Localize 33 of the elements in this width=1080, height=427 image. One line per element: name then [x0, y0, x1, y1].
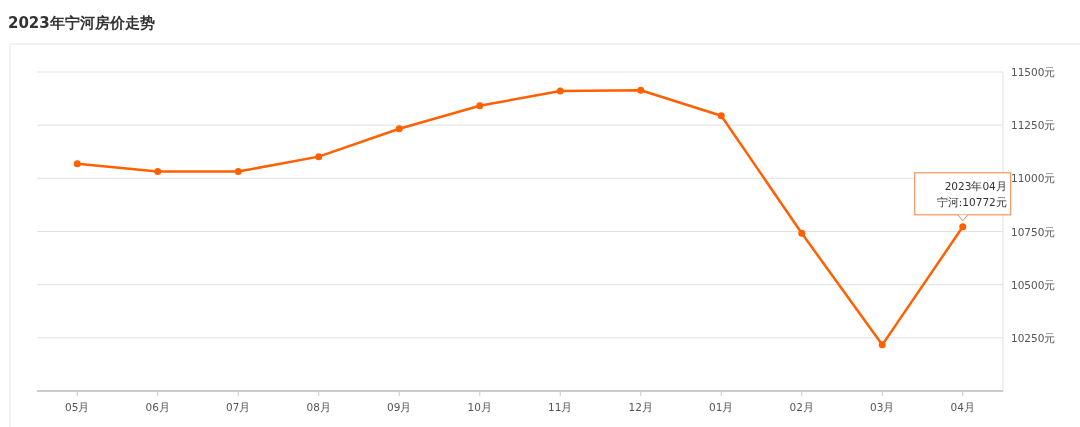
annotation: 宁河:10772元: [936, 195, 1007, 208]
chart-title: 2023年宁河房价走势: [8, 14, 155, 32]
x-tick-label: 06月: [145, 401, 170, 413]
y-tick-label: 10250元: [1011, 331, 1056, 344]
point: [395, 125, 403, 133]
point: [717, 112, 725, 120]
x-tick-label: 10月: [467, 401, 492, 413]
point: [234, 168, 242, 176]
y-tick-label: 10750元: [1011, 225, 1056, 238]
point: [315, 153, 323, 161]
point: [959, 223, 967, 231]
point: [637, 86, 645, 94]
x-tick-label: 04月: [950, 401, 975, 413]
x-tick-label: 12月: [628, 401, 653, 413]
x-tick-label: 07月: [226, 401, 251, 413]
y-tick-label: 11000元: [1011, 172, 1056, 185]
y-tick-label: 10500元: [1011, 278, 1056, 291]
annotation: 2023年04月: [944, 179, 1007, 192]
x-tick-label: 09月: [387, 401, 412, 413]
x-tick-label: 05月: [65, 401, 90, 413]
point: [73, 160, 81, 168]
point: [476, 102, 484, 110]
point: [798, 229, 806, 237]
x-tick-label: 08月: [306, 401, 331, 413]
point: [154, 168, 162, 176]
y-tick-label: 11500元: [1011, 66, 1056, 78]
x-tick-label: 01月: [709, 401, 734, 413]
x-tick-label: 02月: [789, 401, 814, 413]
y-tick-label: 11250元: [1011, 119, 1056, 132]
x-tick-label: 11月: [548, 401, 573, 413]
x-tick-label: 03月: [870, 401, 895, 413]
point: [556, 87, 564, 95]
point: [878, 341, 886, 349]
